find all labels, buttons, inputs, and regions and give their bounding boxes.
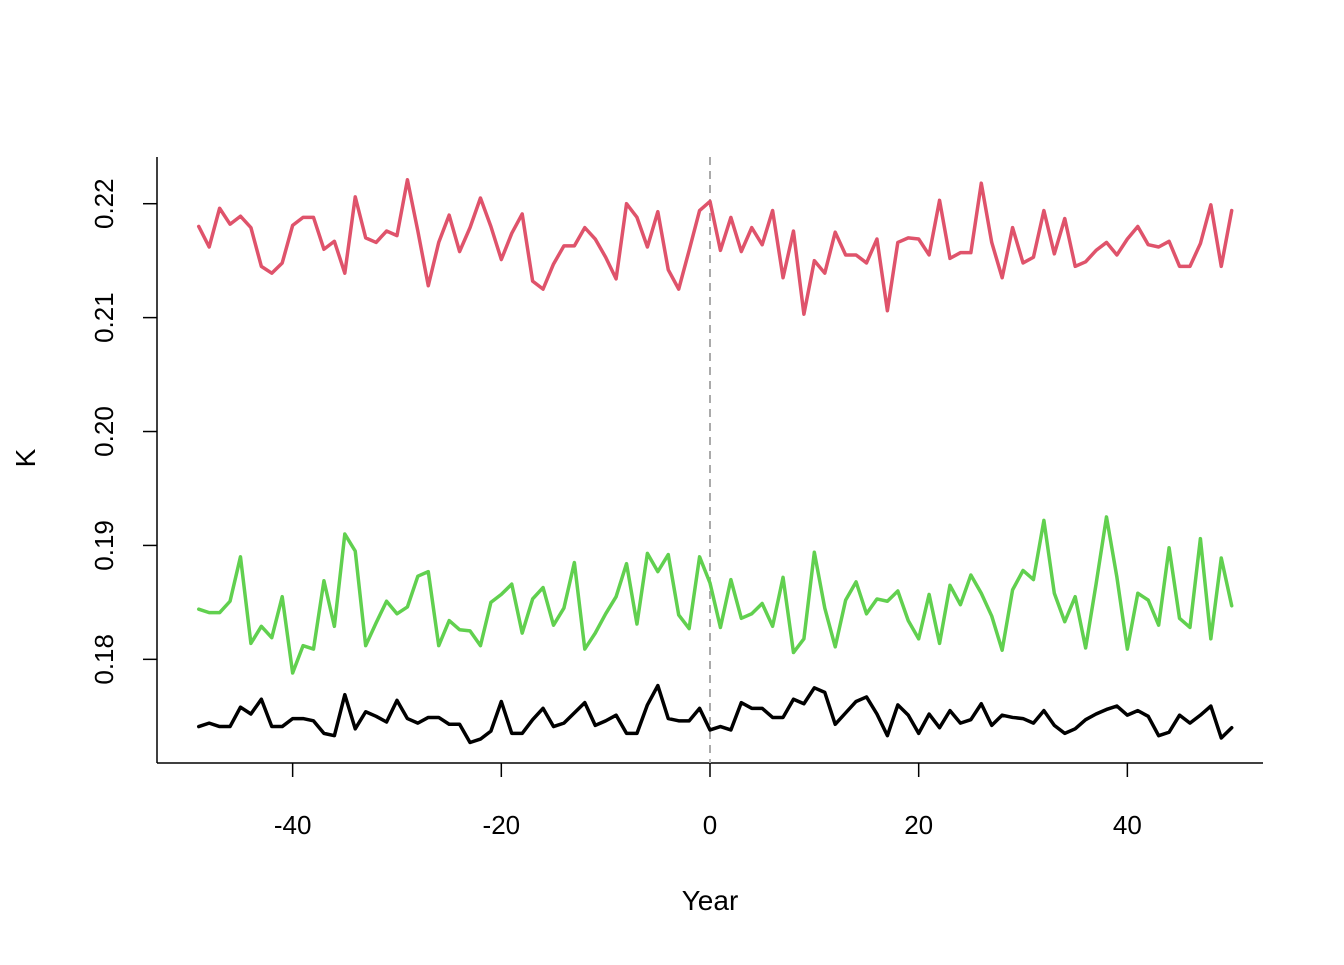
x-tick-label: 20: [904, 810, 933, 840]
series-line-3: [196, 683, 1234, 745]
x-axis-title: Year: [682, 885, 739, 916]
x-tick-label: 40: [1113, 810, 1142, 840]
series-line-1: [196, 178, 1234, 316]
axes: -40 -20 0 20 40 0.18 0.19 0.20 0.21 0.22: [89, 157, 1263, 840]
axis-labels: Year K: [10, 448, 738, 916]
x-tick-label: -20: [483, 810, 521, 840]
series-lines: [196, 178, 1234, 745]
x-tick-label: -40: [274, 810, 312, 840]
y-tick-label: 0.18: [89, 634, 119, 685]
series-line-2: [196, 515, 1234, 675]
y-tick-label: 0.21: [89, 292, 119, 343]
y-tick-label: 0.20: [89, 406, 119, 457]
y-tick-label: 0.22: [89, 178, 119, 229]
y-axis-title: K: [10, 448, 41, 467]
y-tick-label: 0.19: [89, 520, 119, 571]
x-tick-label: 0: [703, 810, 717, 840]
